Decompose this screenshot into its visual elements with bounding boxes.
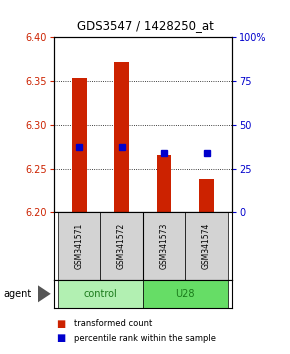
Text: GSM341571: GSM341571 bbox=[75, 223, 84, 269]
Text: transformed count: transformed count bbox=[74, 319, 152, 329]
Text: agent: agent bbox=[3, 289, 31, 299]
Text: GSM341572: GSM341572 bbox=[117, 223, 126, 269]
Text: ■: ■ bbox=[57, 333, 66, 343]
Bar bbox=[114, 62, 129, 212]
Bar bbox=[185, 212, 228, 280]
Text: GSM341573: GSM341573 bbox=[160, 223, 168, 269]
Bar bbox=[143, 212, 185, 280]
Bar bbox=[199, 179, 214, 212]
Bar bbox=[143, 280, 228, 308]
Text: ■: ■ bbox=[57, 319, 66, 329]
Text: percentile rank within the sample: percentile rank within the sample bbox=[74, 333, 216, 343]
Bar bbox=[58, 280, 143, 308]
Bar bbox=[58, 212, 100, 280]
Text: control: control bbox=[84, 289, 117, 299]
Bar bbox=[157, 155, 171, 212]
Bar bbox=[72, 78, 86, 212]
Text: U28: U28 bbox=[175, 289, 195, 299]
Polygon shape bbox=[38, 285, 51, 302]
Text: GDS3547 / 1428250_at: GDS3547 / 1428250_at bbox=[77, 19, 213, 33]
Text: GSM341574: GSM341574 bbox=[202, 223, 211, 269]
Bar bbox=[100, 212, 143, 280]
